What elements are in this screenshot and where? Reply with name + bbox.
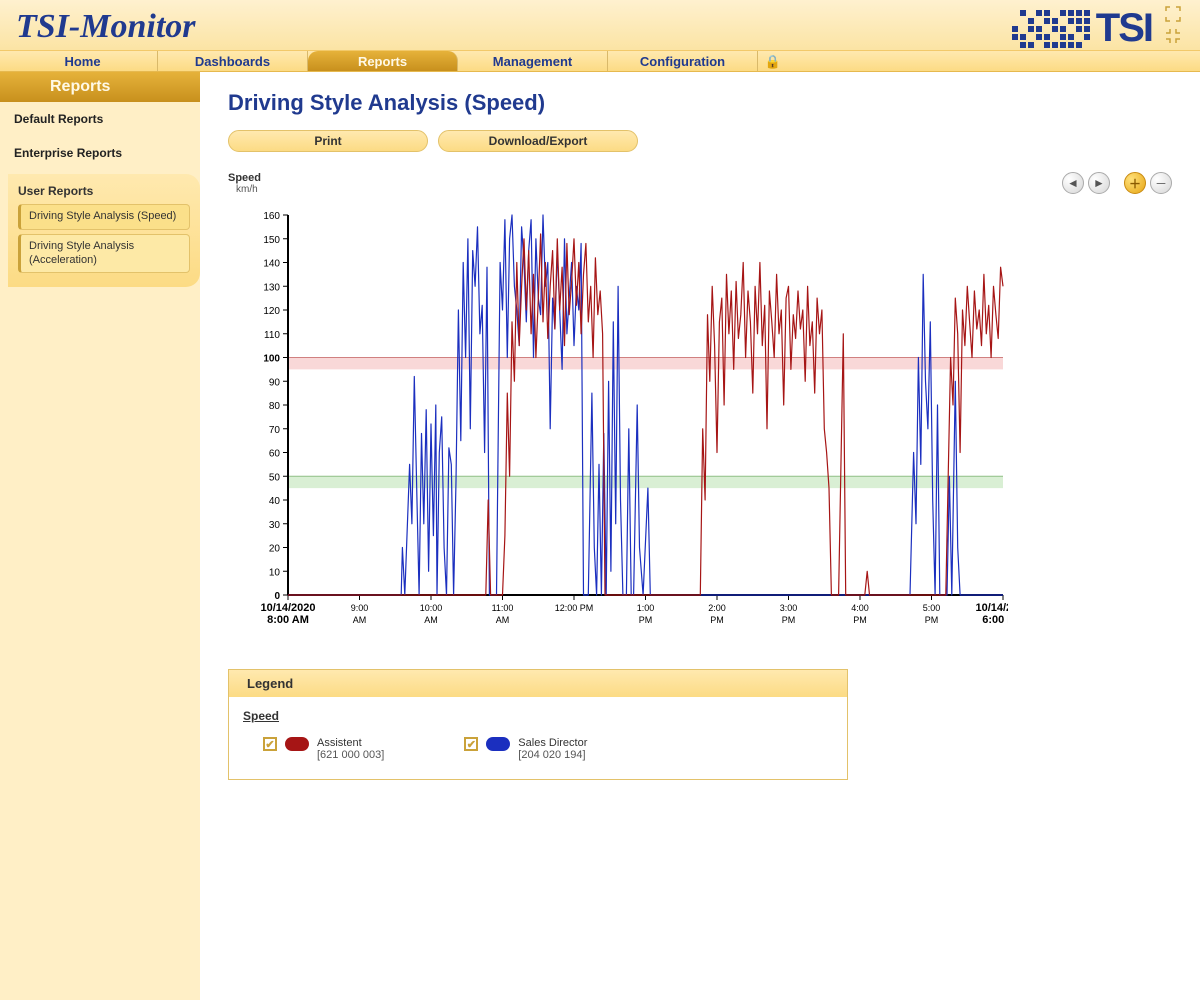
collapse-icon[interactable] [1165, 28, 1181, 44]
chart-prev-button[interactable]: ◄ [1062, 172, 1084, 194]
svg-text:140: 140 [263, 259, 280, 270]
legend-swatch [285, 737, 309, 751]
svg-text:90: 90 [269, 377, 281, 388]
nav-item-configuration[interactable]: Configuration [608, 51, 758, 71]
print-button[interactable]: Print [228, 130, 428, 152]
svg-text:0: 0 [274, 591, 280, 602]
legend-item: ✔ Sales Director[204 020 194] [464, 737, 587, 761]
legend-swatch [486, 737, 510, 751]
chart-next-button[interactable]: ► [1088, 172, 1110, 194]
svg-text:50: 50 [269, 472, 281, 483]
download-export-button[interactable]: Download/Export [438, 130, 638, 152]
svg-text:10: 10 [269, 567, 281, 578]
sidebar-section-user-reports[interactable]: User Reports Driving Style Analysis (Spe… [8, 174, 200, 287]
svg-text:20: 20 [269, 544, 281, 555]
logo: TSI [1012, 8, 1152, 50]
svg-text:PM: PM [710, 615, 724, 625]
sidebar-link-enterprise-reports[interactable]: Enterprise Reports [0, 136, 200, 170]
chart-y-title: Speed [228, 172, 261, 184]
svg-text:110: 110 [264, 330, 280, 341]
sidebar-subitem[interactable]: Driving Style Analysis (Acceleration) [18, 234, 190, 274]
logo-text: TSI [1096, 8, 1152, 48]
svg-text:5:00: 5:00 [923, 603, 941, 613]
logo-dots-icon [1012, 10, 1090, 48]
svg-text:9:00: 9:00 [351, 603, 369, 613]
svg-text:100: 100 [263, 354, 280, 365]
sidebar: Reports Default ReportsEnterprise Report… [0, 72, 200, 1000]
legend-item: ✔ Assistent[621 000 003] [263, 737, 384, 761]
nav-item-reports[interactable]: Reports [308, 51, 458, 71]
svg-text:120: 120 [263, 306, 280, 317]
svg-text:10:00: 10:00 [420, 603, 443, 613]
chart-nav-buttons: ◄ ► ＋ － [1062, 172, 1172, 194]
svg-text:AM: AM [353, 615, 367, 625]
svg-text:80: 80 [269, 401, 281, 412]
svg-text:150: 150 [263, 235, 280, 246]
sidebar-subitem[interactable]: Driving Style Analysis (Speed) [18, 204, 190, 230]
svg-text:70: 70 [269, 425, 281, 436]
page-title: Driving Style Analysis (Speed) [228, 90, 1172, 116]
sidebar-link-default-reports[interactable]: Default Reports [0, 102, 200, 136]
sidebar-header: Reports [0, 72, 200, 102]
svg-text:PM: PM [782, 615, 796, 625]
svg-text:10/14/2020: 10/14/2020 [975, 602, 1008, 614]
legend-label: Sales Director[204 020 194] [518, 737, 587, 761]
speed-chart: 0 10 20 30 40 50 60 70 80 90 100 110 120 130 140 150 160… [228, 205, 1172, 645]
svg-text:8:00 AM: 8:00 AM [267, 614, 309, 626]
chart-y-unit: km/h [228, 184, 261, 195]
svg-text:10/14/2020: 10/14/2020 [260, 602, 315, 614]
action-button-row: Print Download/Export [228, 130, 1172, 152]
main-nav: HomeDashboardsReportsManagementConfigura… [0, 50, 1200, 72]
svg-text:PM: PM [639, 615, 653, 625]
legend-category: Speed [243, 709, 833, 723]
svg-text:12:00 PM: 12:00 PM [555, 603, 594, 613]
legend-box: Legend Speed ✔ Assistent[621 000 003] ✔ Sal… [228, 669, 848, 780]
sidebar-section-label: User Reports [18, 182, 190, 204]
svg-text:3:00: 3:00 [780, 603, 798, 613]
svg-text:PM: PM [925, 615, 939, 625]
legend-title: Legend [229, 670, 847, 697]
svg-text:6:00 PM: 6:00 PM [982, 614, 1008, 626]
svg-text:40: 40 [269, 496, 281, 507]
content-area: Driving Style Analysis (Speed) Print Down… [200, 72, 1200, 1000]
nav-item-management[interactable]: Management [458, 51, 608, 71]
app-title: TSI-Monitor [16, 8, 196, 50]
svg-text:AM: AM [496, 615, 510, 625]
lock-icon[interactable]: 🔒 [758, 51, 788, 71]
svg-text:130: 130 [263, 282, 280, 293]
svg-text:1:00: 1:00 [637, 603, 655, 613]
nav-item-dashboards[interactable]: Dashboards [158, 51, 308, 71]
chart-zoom-out-button[interactable]: － [1150, 172, 1172, 194]
expand-controls [1158, 6, 1188, 50]
svg-text:2:00: 2:00 [708, 603, 726, 613]
svg-text:4:00: 4:00 [851, 603, 869, 613]
legend-label: Assistent[621 000 003] [317, 737, 384, 761]
legend-checkbox[interactable]: ✔ [263, 737, 277, 751]
legend-checkbox[interactable]: ✔ [464, 737, 478, 751]
svg-text:30: 30 [269, 520, 281, 531]
expand-icon[interactable] [1165, 6, 1181, 22]
nav-item-home[interactable]: Home [8, 51, 158, 71]
top-bar: TSI-Monitor TSI [0, 0, 1200, 50]
chart-zoom-in-button[interactable]: ＋ [1124, 172, 1146, 194]
svg-text:60: 60 [269, 449, 281, 460]
svg-text:11:00: 11:00 [492, 603, 514, 613]
svg-text:160: 160 [263, 211, 280, 222]
svg-text:AM: AM [424, 615, 438, 625]
svg-text:PM: PM [853, 615, 867, 625]
